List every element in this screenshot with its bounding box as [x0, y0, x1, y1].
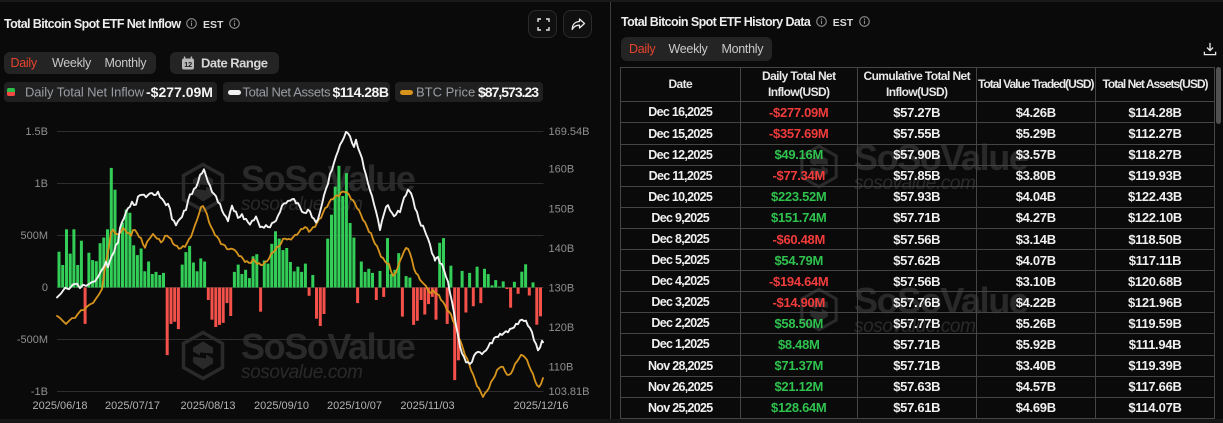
svg-text:-500M: -500M	[17, 334, 48, 346]
svg-text:140B: 140B	[549, 243, 575, 255]
svg-text:160B: 160B	[549, 164, 575, 176]
svg-text:130B: 130B	[549, 282, 575, 294]
svg-text:0: 0	[42, 282, 48, 294]
svg-text:2025/10/07: 2025/10/07	[327, 400, 382, 412]
svg-text:500M: 500M	[20, 230, 48, 242]
svg-text:2025/08/13: 2025/08/13	[180, 400, 235, 412]
svg-text:2025/06/18: 2025/06/18	[32, 400, 87, 412]
svg-text:1B: 1B	[35, 178, 48, 190]
svg-text:12: 12	[184, 60, 192, 69]
svg-text:103.81B: 103.81B	[549, 386, 590, 398]
svg-text:169.54B: 169.54B	[549, 126, 590, 138]
svg-text:150B: 150B	[549, 203, 575, 215]
svg-text:2025/11/03: 2025/11/03	[400, 400, 454, 412]
svg-text:110B: 110B	[549, 362, 574, 374]
svg-text:2025/07/17: 2025/07/17	[105, 400, 160, 412]
svg-text:1.5B: 1.5B	[25, 126, 48, 138]
svg-text:120B: 120B	[549, 322, 575, 334]
svg-text:2025/09/10: 2025/09/10	[254, 400, 309, 412]
svg-text:2025/12/16: 2025/12/16	[513, 400, 568, 412]
svg-text:-1B: -1B	[31, 386, 48, 398]
